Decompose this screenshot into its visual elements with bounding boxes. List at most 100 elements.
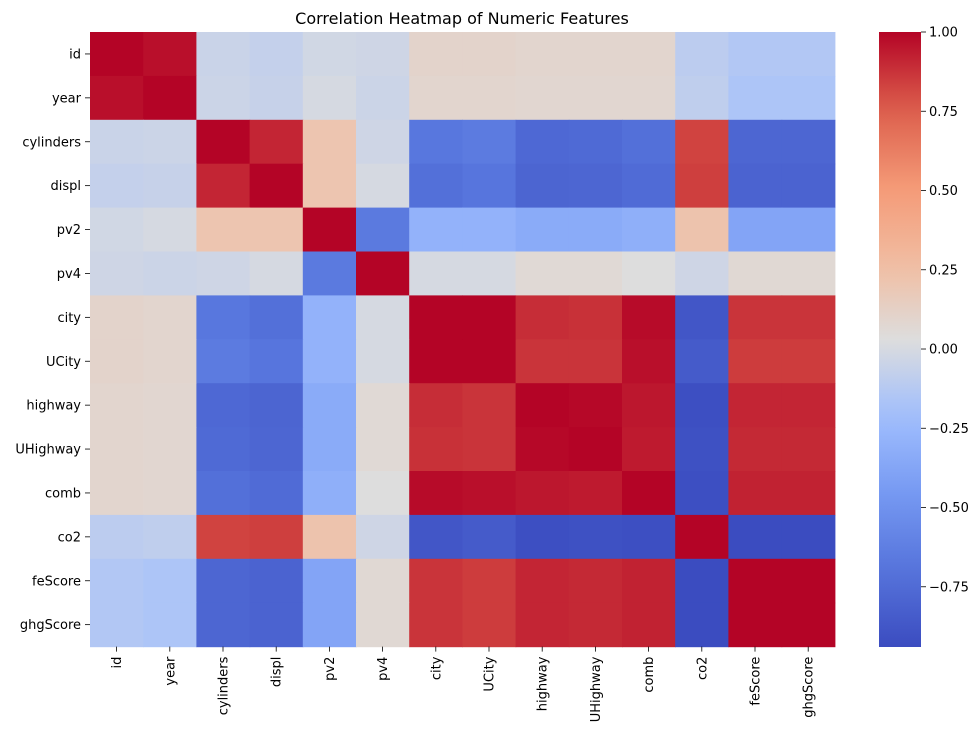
x-tick-label: ghgScore [802,657,817,718]
heatmap-cell-UHighway-year [143,427,197,472]
x-tick-label: comb [642,657,657,693]
heatmap-cell-co2-city [409,514,463,560]
heatmap-cell-cylinders-city [409,119,463,165]
heatmap-cell-city-co2 [675,295,729,340]
heatmap-cell-id-UCity [462,32,517,77]
heatmap-cell-UCity-pv4 [356,339,410,384]
colorbar-tick-label: 1.00 [929,26,958,41]
x-tick-label: UCity [483,656,498,691]
heatmap-cell-feScore-city [409,558,463,604]
heatmap-cell-id-ghgScore [781,32,836,77]
heatmap-cell-ghgScore-UHighway [568,602,623,648]
colorbar-tick-label: −0.50 [929,501,969,516]
heatmap-cell-ghgScore-cylinders [196,602,251,648]
y-tick-label: id [69,47,81,62]
heatmap-cell-year-ghgScore [781,75,836,121]
heatmap-cell-ghgScore-pv4 [356,602,410,648]
heatmap-cell-displ-city [409,163,463,209]
heatmap-cell-cylinders-comb [622,119,676,165]
heatmap-cell-highway-id [90,383,144,428]
heatmap-cell-city-id [90,295,144,340]
heatmap-cell-displ-year [143,163,197,209]
heatmap-cell-pv2-pv2 [302,207,357,253]
heatmap-cell-city-highway [515,295,570,340]
colorbar-tick-label: 0.75 [929,105,958,120]
heatmap-cell-comb-pv4 [356,471,410,516]
x-tick-label: year [163,656,178,686]
heatmap-cell-id-city [409,32,463,77]
heatmap-cell-co2-pv2 [302,514,357,560]
heatmap-cell-year-comb [622,75,676,121]
heatmap-cell-comb-co2 [675,471,729,516]
heatmap-cell-displ-ghgScore [781,163,836,209]
x-axis-ticks: id year cylinders displ pv2 pv4 city UCity highw… [110,646,817,722]
x-tick-label: pv2 [323,657,338,681]
heatmap-cell-year-feScore [728,75,783,121]
heatmap-cell-comb-cylinders [196,471,251,516]
heatmap-cell-displ-comb [622,163,676,209]
heatmap-cell-year-pv4 [356,75,410,121]
heatmap-cell-id-cylinders [196,32,251,77]
heatmap-cell-cylinders-pv4 [356,119,410,165]
heatmap-cell-feScore-UCity [462,558,517,604]
heatmap-cell-year-displ [249,75,304,121]
heatmap-cell-UHighway-pv2 [302,427,357,472]
heatmap-cell-year-year [143,75,197,121]
heatmap-cell-cylinders-displ [249,119,304,165]
heatmap-cell-city-feScore [728,295,783,340]
heatmap-cell-pv4-pv2 [302,251,357,296]
heatmap-cell-cylinders-feScore [728,119,783,165]
heatmap-cell-pv2-UHighway [568,207,623,253]
heatmap-cell-pv2-ghgScore [781,207,836,253]
heatmap-cell-highway-city [409,383,463,428]
heatmap-cell-feScore-co2 [675,558,729,604]
heatmap-cell-UCity-co2 [675,339,729,384]
heatmap-cell-highway-year [143,383,197,428]
heatmap-cell-comb-ghgScore [781,471,836,516]
heatmap-cell-year-cylinders [196,75,251,121]
heatmap-cell-cylinders-co2 [675,119,729,165]
y-tick-label: ghgScore [20,618,81,633]
heatmap-cell-UCity-year [143,339,197,384]
x-tick-label: id [110,657,125,669]
heatmap-cell-id-comb [622,32,676,77]
heatmap-cell-highway-UCity [462,383,517,428]
colorbar-tick-label: 0.50 [929,184,958,199]
heatmap-cell-city-comb [622,295,676,340]
y-axis-ticks: id year cylinders displ pv2 pv4 city UCity highw… [15,47,90,633]
heatmap-cell-UHighway-ghgScore [781,427,836,472]
heatmap-cell-pv2-id [90,207,144,253]
heatmap-cell-UCity-city [409,339,463,384]
heatmap-cell-ghgScore-comb [622,602,676,648]
heatmap-cell-pv4-highway [515,251,570,296]
heatmap-cell-comb-feScore [728,471,783,516]
heatmap-cell-co2-year [143,514,197,560]
heatmap-cell-year-pv2 [302,75,357,121]
heatmap-cell-feScore-cylinders [196,558,251,604]
heatmap-cell-UCity-pv2 [302,339,357,384]
heatmap-cell-id-pv2 [302,32,357,77]
heatmap-cell-feScore-pv2 [302,558,357,604]
heatmap-cell-cylinders-cylinders [196,119,251,165]
heatmap-cell-UHighway-comb [622,427,676,472]
heatmap-cell-highway-ghgScore [781,383,836,428]
heatmap-cell-pv2-comb [622,207,676,253]
heatmap-cell-ghgScore-city [409,602,463,648]
heatmap-cell-pv2-UCity [462,207,517,253]
colorbar-tick-label: 0.00 [929,343,958,358]
heatmap-cell-city-displ [249,295,304,340]
x-tick-label: UHighway [589,656,604,722]
heatmap-cell-id-UHighway [568,32,623,77]
heatmap-cell-ghgScore-id [90,602,144,648]
heatmap-cell-cylinders-id [90,119,144,165]
heatmap-cell-comb-id [90,471,144,516]
heatmap-cell-feScore-UHighway [568,558,623,604]
heatmap-cell-cylinders-ghgScore [781,119,836,165]
heatmap-cell-comb-year [143,471,197,516]
x-tick-label: feScore [749,657,764,706]
heatmap-cell-displ-displ [249,163,304,209]
heatmap-cell-ghgScore-ghgScore [781,602,836,648]
heatmap-cell-year-UCity [462,75,517,121]
x-tick-label: displ [270,657,285,688]
heatmap-cell-pv2-year [143,207,197,253]
